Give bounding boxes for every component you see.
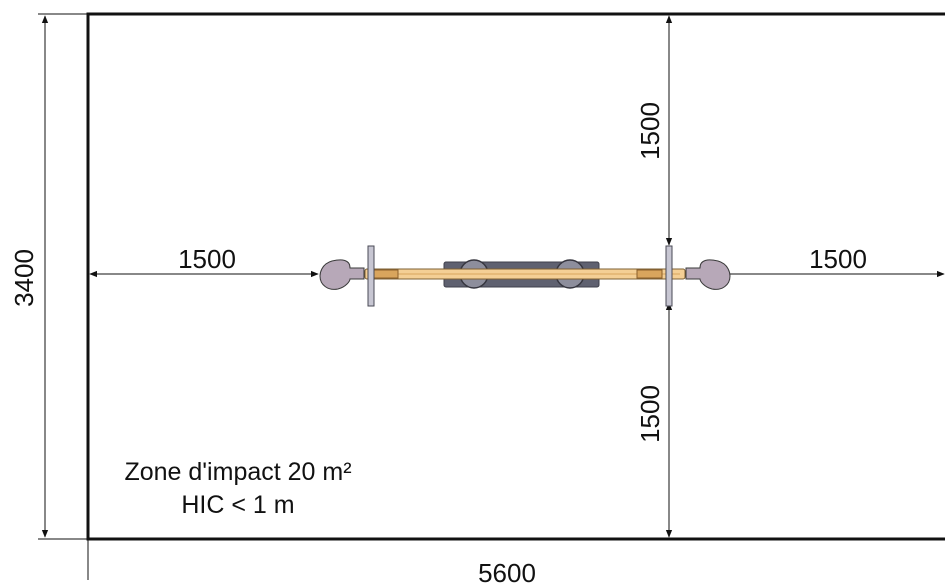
bottom-clearance-label: 1500 [635,385,665,443]
total-height-label: 3400 [9,249,39,307]
seesaw-handle-block-right [636,269,663,279]
impact-zone-note-line1: Zone d'impact 20 m² [124,458,351,486]
seesaw-post-right [665,245,673,307]
top-clearance-label: 1500 [635,102,665,160]
seesaw-post-left [367,245,375,307]
right-clearance-label: 1500 [809,244,867,274]
total-width-label: 5600 [478,558,536,585]
seesaw-seat-right [685,259,731,290]
impact-zone-rectangle [86,12,945,541]
seesaw-seat-left [319,259,365,290]
seesaw-handle-block-left [372,269,399,279]
impact-zone-note-line2: HIC < 1 m [181,491,294,519]
left-clearance-label: 1500 [178,244,236,274]
seesaw-icon [319,245,731,307]
